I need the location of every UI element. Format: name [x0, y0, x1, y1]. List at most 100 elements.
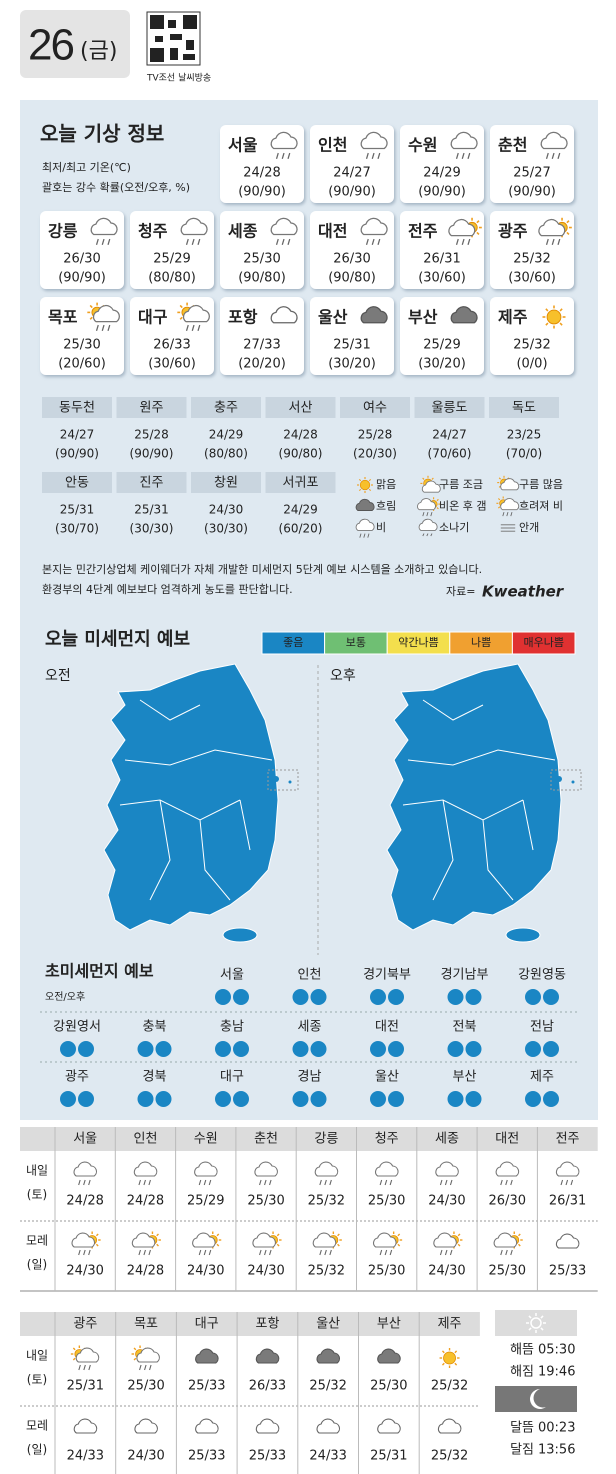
cell-temp: 24/28	[66, 1194, 103, 1209]
weather-icon	[314, 1161, 339, 1186]
cloud	[360, 131, 388, 150]
cell-temp: 25/30	[127, 1379, 164, 1394]
weather-icon	[252, 1231, 282, 1256]
city-prob: (90/80)	[238, 271, 286, 286]
city-temp: 25/29	[153, 252, 190, 267]
weather-icon	[495, 1161, 520, 1186]
weather-icon	[360, 217, 388, 245]
city-prob: (80/80)	[148, 271, 196, 286]
weather-icon	[316, 1348, 341, 1364]
section-title: 오늘 미세먼지 예보	[45, 629, 190, 650]
city-name: 울산	[318, 308, 348, 327]
map-label: 오후	[330, 668, 356, 684]
city-header	[42, 397, 112, 418]
weather-icon	[134, 1418, 158, 1434]
cell-temp: 25/30	[368, 1194, 405, 1209]
weather-icon	[195, 1418, 219, 1434]
rain-drop	[510, 1179, 513, 1186]
rain-drop	[551, 152, 555, 159]
cloud	[448, 218, 476, 237]
region-name: 강원영서	[53, 1020, 101, 1035]
city-name: 창원	[214, 476, 238, 491]
row-label: 내일	[26, 1349, 48, 1363]
city-temp: 25/27	[513, 166, 550, 181]
rain-drop	[88, 1364, 91, 1371]
city-name: 청주	[138, 222, 168, 241]
cloud	[312, 1232, 337, 1248]
rain-drop	[83, 1249, 86, 1256]
city-header	[116, 397, 187, 418]
rain-drop	[545, 238, 549, 245]
level-swatch	[511, 631, 576, 655]
rain-drop	[365, 152, 369, 159]
cell-temp: 24/28	[127, 1264, 164, 1279]
col-header: 대전	[495, 1132, 519, 1147]
weather-icon	[131, 1231, 161, 1256]
city-prob: (30/70)	[55, 522, 99, 536]
weather-icon	[497, 475, 520, 491]
weather-icon	[90, 217, 118, 245]
rain-drop	[88, 1249, 91, 1256]
sun-ray	[517, 1243, 521, 1247]
cloud	[555, 1161, 580, 1177]
rain-drop	[287, 238, 291, 245]
sun-ray	[72, 1347, 76, 1351]
astro-label: 달뜸	[510, 1421, 534, 1436]
sun-ray	[337, 1233, 340, 1237]
region-name: 서울	[220, 968, 244, 983]
cloud	[500, 478, 520, 491]
cloud	[360, 217, 388, 236]
weather-icon	[435, 1161, 459, 1186]
sun-ray	[559, 308, 563, 312]
rain-drop	[95, 324, 99, 331]
city-temp: 25/31	[134, 503, 169, 517]
weather-icon	[356, 476, 374, 494]
dust-dot	[388, 1091, 404, 1107]
city-temp: 24/30	[209, 503, 244, 517]
sun-ray	[457, 1233, 461, 1237]
weather-icon	[538, 217, 572, 245]
cell-temp: 24/33	[309, 1449, 346, 1464]
weather-icon	[73, 1418, 98, 1434]
weather-icon	[450, 306, 478, 324]
rain-drop	[461, 152, 465, 159]
cell-temp: 24/33	[67, 1449, 104, 1464]
city-temp: 26/30	[63, 252, 100, 267]
city-temp: 25/30	[63, 338, 100, 353]
dust-dot	[155, 1041, 172, 1057]
rain-drop	[95, 238, 99, 245]
cloud	[538, 218, 566, 237]
dust-dot	[60, 1041, 76, 1057]
rain-drop	[430, 511, 433, 517]
rain-drop	[455, 152, 459, 159]
city-temp: 25/32	[513, 252, 550, 267]
cloud	[270, 131, 298, 150]
rain-drop	[384, 1179, 388, 1186]
legend-label: 비	[376, 521, 386, 534]
city-prob: (30/30)	[204, 522, 248, 536]
dust-dot	[465, 1091, 482, 1107]
rain-drop	[510, 511, 513, 517]
rain-drop	[264, 1249, 267, 1256]
rain-drop	[208, 1179, 212, 1186]
weather-icon	[437, 1418, 462, 1434]
city-name: 목포	[48, 308, 78, 327]
weather-icon	[496, 496, 520, 517]
rain-drop	[198, 1249, 202, 1256]
weather-icon	[500, 524, 516, 532]
cloud	[195, 1348, 219, 1364]
cloud	[450, 131, 478, 150]
dust-dot	[447, 1091, 464, 1107]
date-weekday: (금)	[80, 39, 117, 64]
sun-ray	[431, 477, 434, 480]
weather-icon	[493, 1231, 523, 1256]
weather-icon	[433, 1231, 463, 1256]
sun-ray	[545, 308, 549, 312]
cell-temp: 25/31	[370, 1449, 407, 1464]
cell-temp: 25/32	[308, 1264, 345, 1279]
rain-drop	[148, 1179, 151, 1186]
rain-drop	[191, 238, 195, 245]
sun-ray	[497, 498, 501, 501]
sun	[443, 1351, 456, 1365]
city-temp: 25/32	[513, 338, 550, 353]
